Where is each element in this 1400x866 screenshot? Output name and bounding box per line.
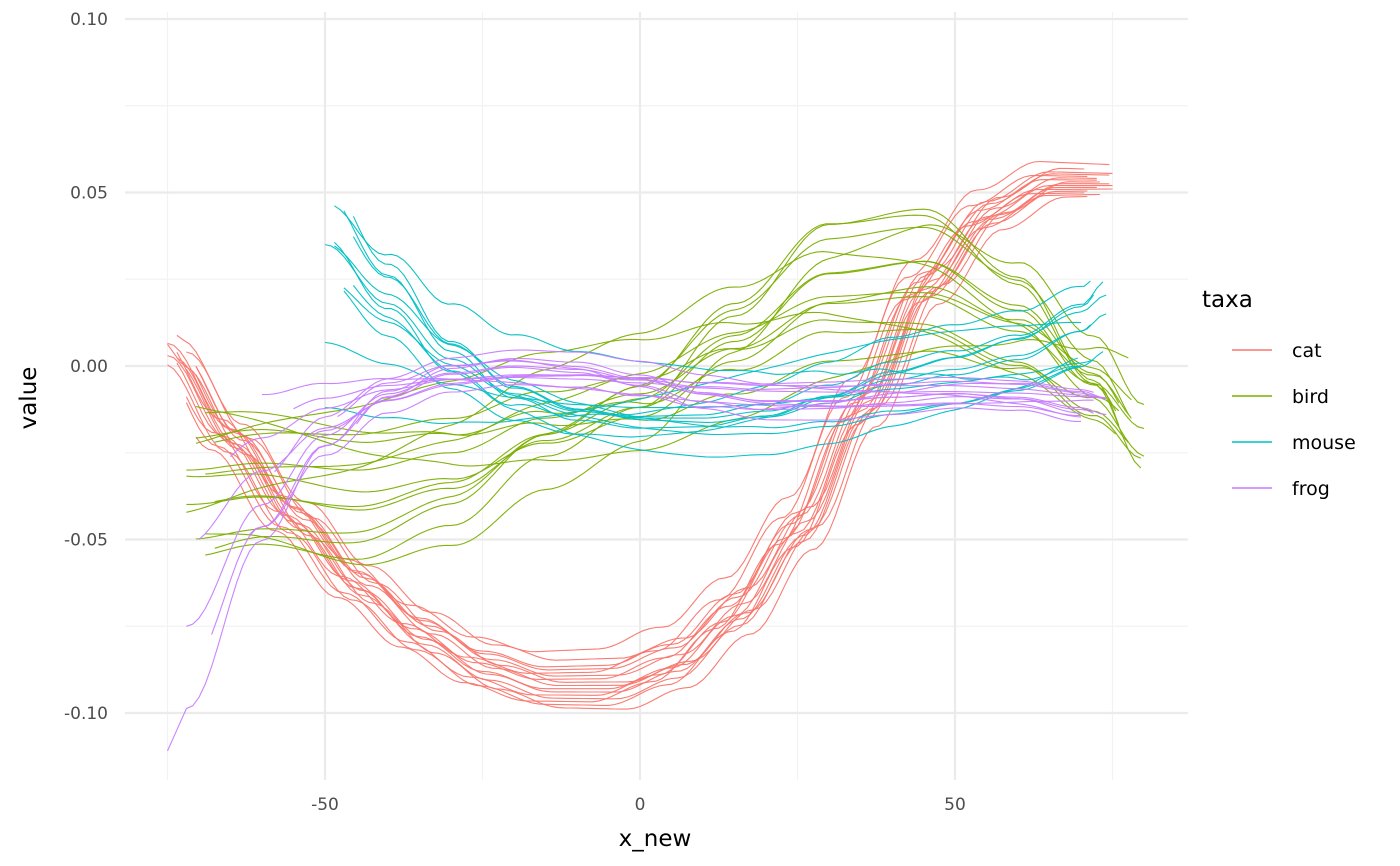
series-line-cat [195,183,1110,687]
legend-label-cat: cat [1292,340,1322,362]
x-axis-title: x_new [619,826,692,852]
series-line-frog [261,378,1094,408]
series-line-bird [205,224,1145,566]
series-line-bird [186,296,1145,471]
series-mouse [324,205,1107,458]
series-line-cat [185,174,1088,674]
series-line-frog [211,366,1094,635]
series-line-mouse [352,236,1091,423]
legend-label-frog: frog [1292,478,1330,500]
y-tick-label: -0.05 [64,531,108,551]
y-tick-label: -0.10 [64,704,108,724]
series-line-cat [167,193,1100,706]
series-line-mouse [334,205,1078,381]
series-line-mouse [334,245,1104,429]
grid [125,12,1188,780]
series-frog [166,349,1107,752]
legend: taxa cat bird mouse frog [1202,287,1356,500]
series-line-frog [274,349,1082,473]
series-line-frog [293,376,1094,410]
series-line-cat [195,173,1110,671]
x-tick-label: 50 [944,795,966,815]
series-line-frog [249,382,1107,536]
series-line-cat [186,181,1100,683]
y-tick-label: 0.05 [70,184,108,204]
series-cat [167,160,1113,710]
series-line-mouse [324,321,1082,425]
series-bird [186,208,1145,566]
series-line-bird [214,260,1117,511]
series-line-frog [337,360,1082,418]
series-line-bird [186,286,1132,493]
y-tick-label: 0.10 [70,10,108,30]
series-line-mouse [352,285,1078,458]
x-tick-label: 0 [635,795,646,815]
series-line-mouse [343,210,1095,429]
y-tick-label: 0.00 [70,357,108,377]
series-line-bird [195,226,1129,540]
series-line-mouse [352,216,1104,418]
series-line-bird [195,339,1129,467]
series-line-frog [312,374,1107,436]
y-axis-title: value [16,367,42,430]
series-line-mouse [343,287,1082,436]
series-line-bird [214,214,1142,549]
series-line-frog [230,374,1107,458]
series-line-cat [176,186,1097,693]
series-line-bird [205,208,1120,560]
legend-title: taxa [1202,287,1253,313]
series-line-cat [195,177,1097,677]
series-lines [166,160,1145,752]
series-line-mouse [324,244,1107,419]
series-line-frog [198,374,1094,540]
series-line-bird [186,251,1145,513]
legend-label-mouse: mouse [1292,432,1356,454]
x-tick-label: -50 [311,795,339,815]
series-line-frog [356,357,1082,425]
series-line-cat [185,190,1088,700]
legend-label-bird: bird [1292,386,1329,408]
x-axis-ticks: -50 0 50 [311,795,966,815]
y-axis-ticks: -0.10 -0.05 0.00 0.05 0.10 [64,10,108,724]
